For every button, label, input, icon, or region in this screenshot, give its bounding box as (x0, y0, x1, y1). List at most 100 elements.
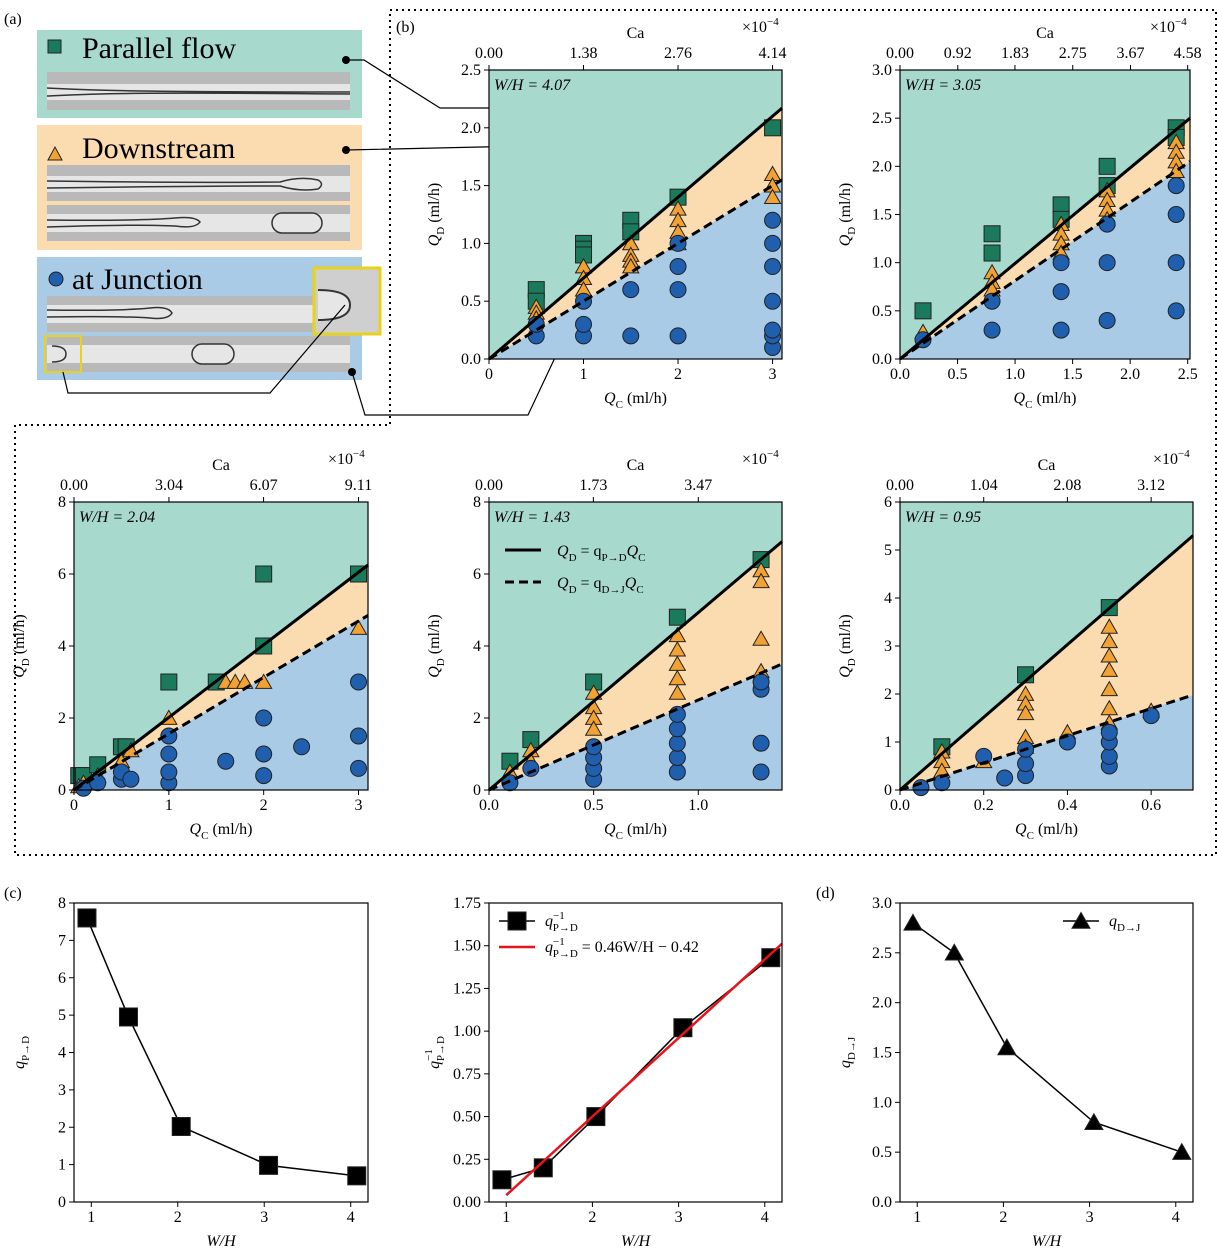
point (501, 774, 519, 792)
x2-tick-label: 1.04 (970, 477, 998, 494)
y-tick-label: 4 (58, 638, 66, 655)
boundary-line (488, 662, 783, 792)
y-tick-label: 3.0 (872, 62, 892, 79)
text-part: −4 (353, 448, 365, 460)
x-tick-label: 0.0 (479, 797, 499, 814)
point (764, 234, 782, 252)
text-part: P→D (435, 1036, 447, 1061)
point (522, 759, 540, 777)
x-tick-label: 0.5 (584, 797, 604, 814)
x-tick-label: 1 (502, 1209, 510, 1226)
point (118, 1007, 138, 1027)
point (764, 321, 782, 339)
point (586, 1107, 606, 1127)
y-tick-label: 3.0 (872, 895, 892, 912)
point (764, 211, 782, 229)
legend-label: q−1 P→D (545, 910, 578, 934)
x2-tick-label: 0.00 (475, 45, 503, 62)
point (668, 734, 686, 752)
series-line (86, 917, 357, 1177)
x-axis-label: QC (ml/h) (190, 821, 253, 842)
text-part: ×10 (742, 451, 767, 468)
plot-frame (488, 902, 783, 1203)
point (933, 774, 951, 792)
y-tick-label: 0 (58, 1194, 66, 1211)
y-tick-label: 5 (884, 542, 892, 559)
point (764, 119, 782, 137)
x-tick-label: 2 (674, 366, 682, 383)
point (575, 292, 593, 310)
y-tick-label: 0 (884, 782, 892, 799)
point (255, 767, 273, 785)
x2-multiplier: ×10−4 (328, 448, 365, 468)
x2-tick-label: 2.75 (1059, 45, 1087, 62)
x-tick-label: 3 (769, 366, 777, 383)
text-part: Q (190, 821, 202, 838)
legend-marker (1071, 911, 1091, 929)
point (584, 720, 603, 736)
x2-tick-label: 0.00 (886, 477, 914, 494)
point (1167, 254, 1185, 272)
text-part: (ml/h) (426, 614, 443, 658)
y-tick-label: 0.5 (461, 293, 481, 310)
text-part: ×10 (328, 451, 353, 468)
point (996, 1037, 1017, 1056)
point (350, 759, 368, 777)
text-part: (ml/h) (426, 183, 443, 227)
annotation: W/H = 3.05 (905, 77, 981, 94)
point (1052, 196, 1070, 214)
x-tick-label: 1 (580, 366, 588, 383)
point (668, 763, 686, 781)
x-tick-label: 4 (761, 1209, 769, 1226)
point (575, 315, 593, 333)
x2-tick-label: 2.76 (664, 45, 692, 62)
point (1100, 680, 1119, 697)
text-part: C (636, 584, 643, 596)
legend-marker (47, 145, 63, 161)
point (752, 572, 770, 589)
text-part: (ml/h) (1034, 821, 1078, 838)
x-tick-label: 2 (260, 797, 268, 814)
boundary-line (488, 540, 783, 792)
point (752, 673, 770, 691)
x-tick-label: 1.0 (1005, 366, 1025, 383)
text-part: q (837, 1060, 854, 1068)
text-part: q (1109, 913, 1117, 930)
point (160, 673, 178, 691)
point (1100, 747, 1118, 765)
x2-multiplier: ×10−4 (1153, 448, 1190, 468)
legend-label: Downstream (82, 132, 235, 165)
legend-label: QD = qD→JQC (557, 575, 644, 596)
text-part: P→D (20, 1036, 32, 1061)
text-part: D (846, 227, 858, 235)
text-part: D→J (602, 584, 626, 596)
text-part: −1 (553, 910, 565, 922)
y-tick-label: 1.5 (461, 178, 481, 195)
y-tick-label: 7 (58, 932, 66, 949)
panel-label: (a) (4, 11, 22, 28)
point (160, 763, 178, 781)
text-part: −4 (1175, 16, 1187, 28)
y-tick-label: 2.5 (872, 110, 892, 127)
point (293, 738, 311, 756)
y-tick-label: 0.75 (453, 1066, 481, 1083)
x-tick-label: 3 (260, 1209, 268, 1226)
y-tick-label: 0.5 (872, 1144, 892, 1161)
text-part: −1 (553, 936, 565, 948)
y-tick-label: 2.5 (461, 62, 481, 79)
region-parallel (489, 502, 782, 790)
y-tick-label: 0.0 (872, 351, 892, 368)
y-tick-label: 4 (884, 590, 892, 607)
point (1016, 704, 1035, 721)
y-tick-label: 4 (58, 1045, 66, 1062)
y-axis-label: QD (ml/h) (426, 614, 447, 678)
text-part: (ml/h) (623, 390, 667, 407)
text-part: (ml/h) (11, 614, 28, 658)
point (1098, 311, 1116, 329)
panel-label: (c) (4, 885, 22, 902)
point (1100, 661, 1119, 677)
y-tick-label: 1.5 (872, 1045, 892, 1062)
y-tick-label: 2 (58, 710, 66, 727)
point (669, 234, 687, 252)
text-part: Q (604, 821, 616, 838)
